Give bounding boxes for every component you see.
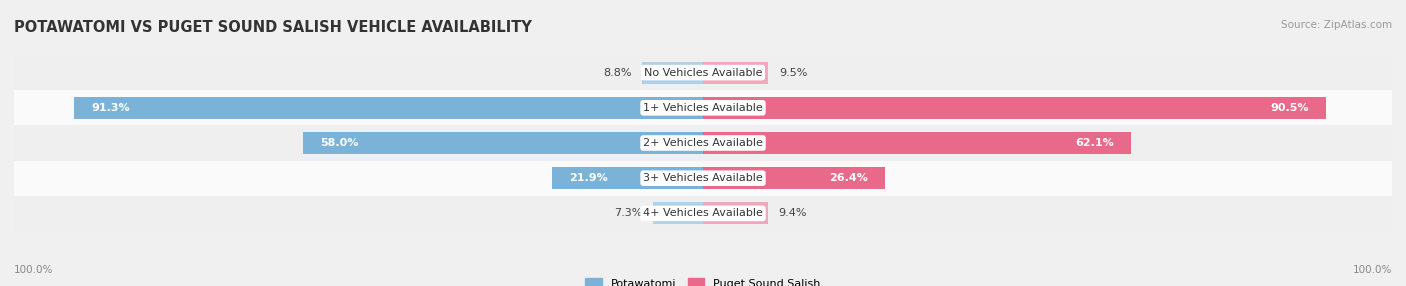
Text: 3+ Vehicles Available: 3+ Vehicles Available xyxy=(643,173,763,183)
Bar xyxy=(553,167,703,189)
Text: 90.5%: 90.5% xyxy=(1271,103,1309,113)
Text: 9.4%: 9.4% xyxy=(778,208,807,219)
Text: 1+ Vehicles Available: 1+ Vehicles Available xyxy=(643,103,763,113)
Text: 26.4%: 26.4% xyxy=(828,173,868,183)
Bar xyxy=(14,55,1392,90)
Text: 58.0%: 58.0% xyxy=(321,138,359,148)
Bar xyxy=(643,62,703,84)
Bar xyxy=(14,125,1392,161)
Bar xyxy=(14,196,1392,231)
Bar xyxy=(703,202,768,224)
Bar xyxy=(652,202,703,224)
Text: POTAWATOMI VS PUGET SOUND SALISH VEHICLE AVAILABILITY: POTAWATOMI VS PUGET SOUND SALISH VEHICLE… xyxy=(14,20,531,35)
Text: No Vehicles Available: No Vehicles Available xyxy=(644,67,762,78)
Text: 91.3%: 91.3% xyxy=(91,103,129,113)
Text: 100.0%: 100.0% xyxy=(14,265,53,275)
Text: 7.3%: 7.3% xyxy=(614,208,643,219)
Text: 9.5%: 9.5% xyxy=(779,67,807,78)
Legend: Potawatomi, Puget Sound Salish: Potawatomi, Puget Sound Salish xyxy=(581,273,825,286)
Text: 100.0%: 100.0% xyxy=(1353,265,1392,275)
Text: 4+ Vehicles Available: 4+ Vehicles Available xyxy=(643,208,763,219)
Bar xyxy=(703,132,1130,154)
Text: 62.1%: 62.1% xyxy=(1074,138,1114,148)
Text: 8.8%: 8.8% xyxy=(603,67,633,78)
Bar xyxy=(703,167,884,189)
Bar xyxy=(14,161,1392,196)
Bar xyxy=(703,97,1326,119)
Bar xyxy=(14,90,1392,125)
Text: 2+ Vehicles Available: 2+ Vehicles Available xyxy=(643,138,763,148)
Text: Source: ZipAtlas.com: Source: ZipAtlas.com xyxy=(1281,20,1392,30)
Bar xyxy=(75,97,703,119)
Text: 21.9%: 21.9% xyxy=(569,173,609,183)
Bar xyxy=(304,132,703,154)
Bar xyxy=(703,62,769,84)
